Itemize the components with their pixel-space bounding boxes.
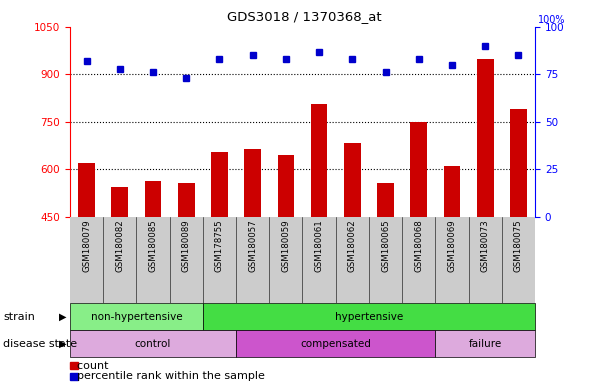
Text: GSM180073: GSM180073 bbox=[481, 220, 489, 272]
Text: percentile rank within the sample: percentile rank within the sample bbox=[70, 371, 265, 381]
Bar bbox=[278, 155, 294, 217]
Text: GSM180075: GSM180075 bbox=[514, 220, 523, 272]
Text: GSM180057: GSM180057 bbox=[248, 220, 257, 272]
Text: ▶: ▶ bbox=[60, 312, 67, 322]
Bar bbox=[145, 180, 161, 217]
Text: GSM180069: GSM180069 bbox=[447, 220, 457, 272]
FancyBboxPatch shape bbox=[203, 303, 535, 330]
Bar bbox=[410, 122, 427, 217]
Bar bbox=[211, 152, 228, 217]
Bar bbox=[510, 109, 527, 217]
Text: count: count bbox=[70, 361, 108, 371]
Text: GSM180079: GSM180079 bbox=[82, 220, 91, 272]
Text: compensated: compensated bbox=[300, 339, 371, 349]
FancyBboxPatch shape bbox=[70, 303, 203, 330]
FancyBboxPatch shape bbox=[435, 330, 535, 357]
Text: control: control bbox=[135, 339, 171, 349]
Text: GSM178755: GSM178755 bbox=[215, 220, 224, 272]
Bar bbox=[311, 104, 327, 217]
Text: 100%: 100% bbox=[538, 15, 565, 25]
Bar bbox=[244, 149, 261, 217]
Bar bbox=[444, 166, 460, 217]
Text: GSM180065: GSM180065 bbox=[381, 220, 390, 272]
Text: non-hypertensive: non-hypertensive bbox=[91, 312, 182, 322]
Bar bbox=[344, 142, 361, 217]
Text: GSM180059: GSM180059 bbox=[282, 220, 291, 272]
Text: hypertensive: hypertensive bbox=[335, 312, 403, 322]
Text: GSM180062: GSM180062 bbox=[348, 220, 357, 272]
FancyBboxPatch shape bbox=[70, 330, 236, 357]
Text: GSM180082: GSM180082 bbox=[116, 220, 124, 272]
Text: disease state: disease state bbox=[3, 339, 77, 349]
Text: ▶: ▶ bbox=[60, 339, 67, 349]
Bar bbox=[178, 183, 195, 217]
Text: GSM180061: GSM180061 bbox=[314, 220, 323, 272]
Text: GDS3018 / 1370368_at: GDS3018 / 1370368_at bbox=[227, 10, 381, 23]
Bar bbox=[111, 187, 128, 217]
Bar bbox=[377, 183, 394, 217]
Bar bbox=[78, 163, 95, 217]
Bar bbox=[477, 59, 494, 217]
Text: GSM180085: GSM180085 bbox=[148, 220, 157, 272]
Text: GSM180068: GSM180068 bbox=[414, 220, 423, 272]
Text: failure: failure bbox=[469, 339, 502, 349]
FancyBboxPatch shape bbox=[236, 330, 435, 357]
Text: strain: strain bbox=[3, 312, 35, 322]
Text: GSM180089: GSM180089 bbox=[182, 220, 191, 272]
